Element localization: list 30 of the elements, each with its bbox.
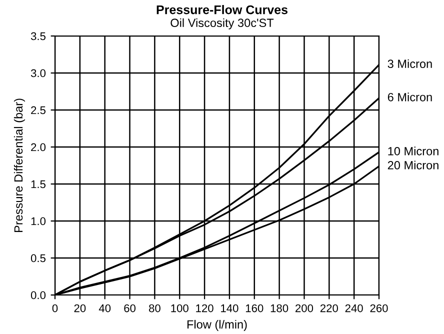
- y-tick-label: 1.0: [31, 217, 46, 226]
- x-tick-label: 100: [171, 304, 188, 312]
- y-tick-label: 1.5: [31, 180, 46, 188]
- y-tick-label: 0.5: [30, 254, 46, 262]
- x-tick-label: 0: [52, 304, 58, 312]
- x-tick-label: 180: [270, 304, 288, 312]
- x-tick-label: 240: [345, 304, 363, 312]
- x-tick-label: 160: [246, 304, 264, 312]
- x-tick-label: 260: [370, 304, 388, 312]
- y-axis-title: Pressure Differential (bar): [14, 98, 25, 232]
- y-tick-label: 3.0: [30, 69, 46, 78]
- y-tick-label: 2.5: [31, 106, 46, 114]
- series-label: 20 Micron: [388, 160, 438, 170]
- x-tick-label: 120: [196, 304, 214, 312]
- chart-subtitle: Oil Viscosity 30c'ST: [170, 18, 274, 30]
- y-tick-label: 0.0: [30, 291, 46, 300]
- y-tick-label: 3.5: [30, 32, 46, 40]
- x-tick-label: 200: [296, 304, 314, 312]
- x-tick-label: 80: [148, 304, 160, 312]
- y-tick-label: 2.0: [31, 143, 46, 152]
- x-tick-label: 20: [74, 304, 86, 312]
- x-tick-label: 220: [320, 304, 338, 312]
- series-label: 6 Micron: [388, 92, 432, 102]
- x-tick-label: 40: [98, 304, 111, 312]
- x-tick-label: 140: [221, 304, 238, 312]
- chart-title: Pressure-Flow Curves: [156, 5, 288, 14]
- series-label: 10 Micron: [388, 146, 438, 156]
- series-label: 3 Micron: [388, 59, 432, 68]
- x-tick-label: 60: [124, 304, 136, 312]
- x-axis-title: Flow (l/min): [187, 320, 247, 331]
